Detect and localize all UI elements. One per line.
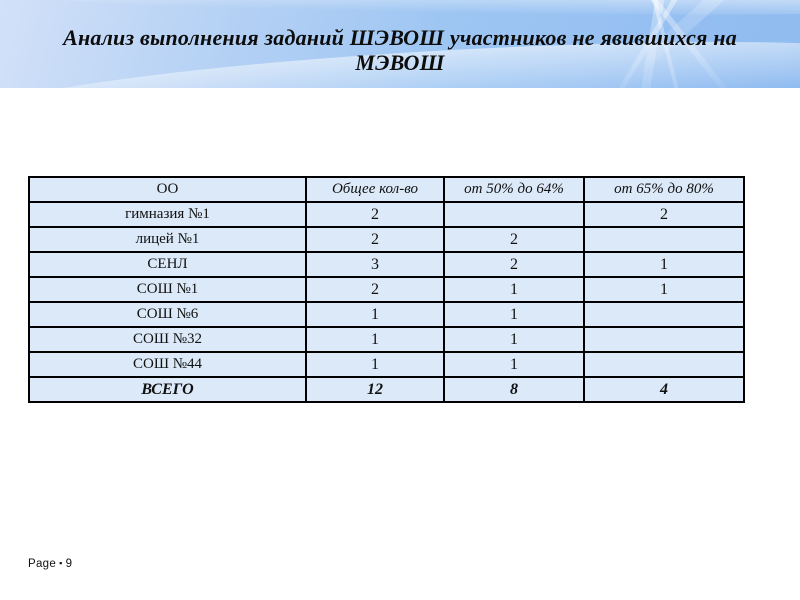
value-cell xyxy=(443,201,585,228)
school-name-cell: СОШ №1 xyxy=(28,276,307,303)
school-name-cell: лицей №1 xyxy=(28,226,307,253)
footer-bullet-icon: ▪ xyxy=(59,558,63,568)
table-row: СЕНЛ 3 2 1 xyxy=(28,251,745,278)
value-cell xyxy=(583,301,745,328)
value-cell: 1 xyxy=(583,251,745,278)
results-table-body: гимназия №1 2 2 лицей №1 2 2 СЕНЛ 3 2 1 СОШ №1 2 1 1 С… xyxy=(28,201,745,403)
table-header-row: ОО Общее кол-во от 50% до 64% от 65% до … xyxy=(28,176,745,203)
value-cell: 1 xyxy=(443,301,585,328)
slide-title-line-2: МЭВОШ xyxy=(355,50,445,75)
value-cell: 4 xyxy=(583,376,745,403)
value-cell: 2 xyxy=(305,276,445,303)
value-cell: 1 xyxy=(443,326,585,353)
results-table: ОО Общее кол-во от 50% до 64% от 65% до … xyxy=(28,176,745,403)
school-name-cell: гимназия №1 xyxy=(28,201,307,228)
value-cell: 2 xyxy=(305,226,445,253)
table-row: лицей №1 2 2 xyxy=(28,226,745,253)
value-cell: 2 xyxy=(583,201,745,228)
column-header-50-64: от 50% до 64% xyxy=(443,176,585,203)
school-name-cell: СЕНЛ xyxy=(28,251,307,278)
slide-header-band: Анализ выполнения заданий ШЭВОШ участник… xyxy=(0,0,800,88)
value-cell: 8 xyxy=(443,376,585,403)
value-cell: 1 xyxy=(443,276,585,303)
value-cell xyxy=(583,326,745,353)
value-cell: 1 xyxy=(305,301,445,328)
slide-title-line-1: Анализ выполнения заданий ШЭВОШ участник… xyxy=(63,25,737,50)
page-footer: Page ▪ 9 xyxy=(28,558,72,570)
table-row: гимназия №1 2 2 xyxy=(28,201,745,228)
value-cell: 1 xyxy=(443,351,585,378)
table-row: СОШ №32 1 1 xyxy=(28,326,745,353)
school-name-cell: ВСЕГО xyxy=(28,376,307,403)
value-cell: 2 xyxy=(443,251,585,278)
table-total-row: ВСЕГО 12 8 4 xyxy=(28,376,745,403)
footer-label: Page xyxy=(28,558,57,570)
column-header-oo: ОО xyxy=(28,176,307,203)
value-cell: 2 xyxy=(305,201,445,228)
table-row: СОШ №1 2 1 1 xyxy=(28,276,745,303)
column-header-total: Общее кол-во xyxy=(305,176,445,203)
value-cell: 12 xyxy=(305,376,445,403)
school-name-cell: СОШ №44 xyxy=(28,351,307,378)
footer-page-number: 9 xyxy=(65,558,73,570)
table-row: СОШ №6 1 1 xyxy=(28,301,745,328)
value-cell: 1 xyxy=(305,351,445,378)
value-cell: 1 xyxy=(305,326,445,353)
value-cell xyxy=(583,226,745,253)
value-cell: 1 xyxy=(583,276,745,303)
value-cell: 3 xyxy=(305,251,445,278)
school-name-cell: СОШ №32 xyxy=(28,326,307,353)
value-cell xyxy=(583,351,745,378)
column-header-65-80: от 65% до 80% xyxy=(583,176,745,203)
table-row: СОШ №44 1 1 xyxy=(28,351,745,378)
value-cell: 2 xyxy=(443,226,585,253)
school-name-cell: СОШ №6 xyxy=(28,301,307,328)
slide-title: Анализ выполнения заданий ШЭВОШ участник… xyxy=(0,0,800,75)
